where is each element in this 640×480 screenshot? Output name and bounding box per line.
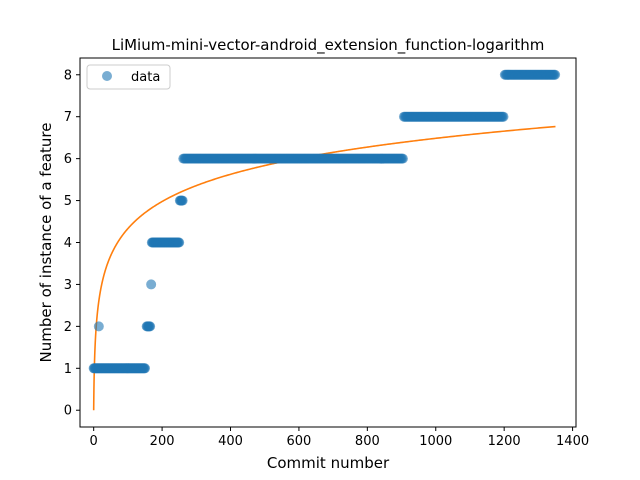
y-axis-label: Number of instance of a feature <box>37 123 55 363</box>
legend-marker-data <box>102 71 112 81</box>
x-tick-label: 1400 <box>556 434 589 449</box>
data-point <box>139 363 150 374</box>
x-tick-label: 400 <box>218 434 243 449</box>
data-point <box>93 321 104 332</box>
data-point <box>498 111 509 122</box>
data-point <box>397 153 408 164</box>
x-tick-label: 0 <box>90 434 98 449</box>
y-axis-ticks: 0 1 2 3 4 5 6 7 8 <box>64 68 80 419</box>
fit-curve-layer <box>92 125 556 411</box>
data-points-layer <box>88 69 561 374</box>
y-tick-label: 2 <box>64 320 72 335</box>
chart-title: LiMium-mini-vector-android_extension_fun… <box>112 36 545 55</box>
legend-label-data: data <box>131 70 160 85</box>
y-tick-label: 5 <box>64 194 72 209</box>
x-axis-label: Commit number <box>267 454 390 472</box>
legend-box <box>86 64 171 90</box>
y-tick-label: 4 <box>64 236 72 251</box>
data-point <box>550 69 561 80</box>
data-point <box>174 237 185 248</box>
y-tick-label: 0 <box>64 404 72 419</box>
y-tick-label: 3 <box>64 278 72 293</box>
data-point <box>145 321 156 332</box>
x-tick-label: 200 <box>150 434 175 449</box>
x-tick-label: 1200 <box>488 434 521 449</box>
x-tick-label: 1000 <box>419 434 452 449</box>
x-tick-label: 800 <box>355 434 380 449</box>
y-tick-label: 1 <box>64 362 72 377</box>
data-point <box>146 279 157 290</box>
data-point <box>177 195 188 206</box>
y-tick-label: 6 <box>64 152 72 167</box>
x-tick-label: 600 <box>287 434 312 449</box>
fit-line <box>92 125 556 411</box>
y-tick-label: 8 <box>64 68 72 83</box>
y-tick-label: 7 <box>64 110 72 125</box>
x-axis-ticks: 0 200 400 600 800 1000 1200 1400 <box>90 427 589 449</box>
legend: data <box>86 64 171 90</box>
